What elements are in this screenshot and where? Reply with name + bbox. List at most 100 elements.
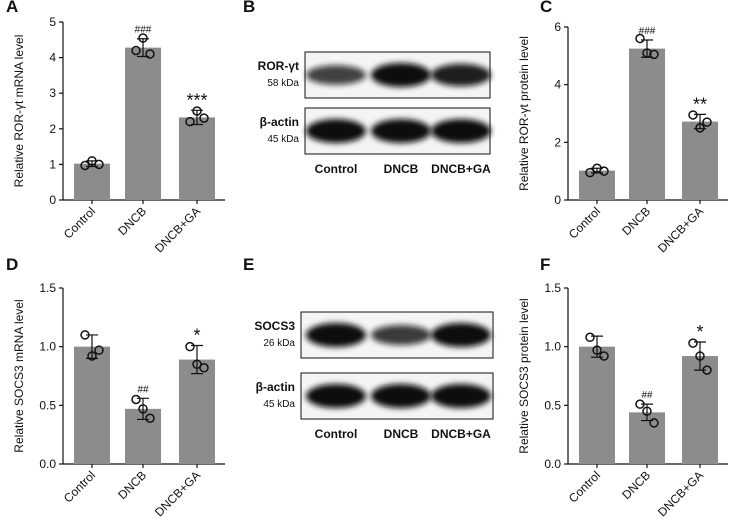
panel-label: F [540,255,550,274]
lane-label: DNCB+GA [431,427,491,441]
significance: ## [641,390,653,401]
y-axis-label: Relative SOCS3 protein level [517,298,531,453]
bar [579,346,615,464]
lane-label: DNCB [384,162,419,176]
data-point [702,117,712,127]
x-tick-label: DNCB+GA [152,204,203,255]
data-point [635,33,645,44]
y-tick-label: 4 [49,51,56,65]
significance: ## [137,384,149,395]
bar [682,356,718,464]
significance: * [696,322,703,342]
data-point [94,159,104,170]
bar [579,170,615,200]
data-point [138,404,148,414]
y-tick-label: 2 [49,122,56,136]
blot-band [371,63,431,87]
data-point [131,45,141,56]
bar [179,117,215,200]
x-tick-label: DNCB [619,204,653,238]
significance: ### [135,25,152,36]
bar [682,121,718,200]
y-tick-label: 0.0 [39,457,56,471]
data-point [80,160,90,171]
x-tick-label: DNCB [115,204,149,238]
data-point [192,106,202,116]
data-point [185,116,195,127]
data-point [695,351,705,361]
bar [125,47,161,200]
band-label: ROR-γt [258,59,299,73]
band-label: β-actin [260,115,299,129]
data-point [592,345,602,355]
blot-band [431,323,491,347]
panel-label: B [243,0,255,16]
data-point [585,332,595,343]
blot-band [431,384,491,408]
blot-band [371,384,431,408]
data-point [688,110,698,120]
x-tick-label: DNCB [619,468,653,502]
blot-band [306,323,366,347]
lane-label: Control [315,427,358,441]
y-axis-label: Relative SOCS3 mRNA level [12,299,26,452]
y-tick-label: 0 [49,193,56,207]
significance: * [193,325,200,345]
data-point [702,365,712,375]
data-point [649,418,659,428]
significance: ### [639,26,656,37]
band-label: β-actin [256,380,295,394]
band-label: SOCS3 [254,319,295,333]
data-point [199,113,209,123]
x-tick-label: Control [566,468,603,505]
y-tick-label: 2 [554,135,561,149]
panel-label: D [6,255,18,274]
data-point [599,166,609,176]
data-point [585,167,595,178]
error-bar [137,397,149,421]
blot-band [371,325,431,345]
y-tick-label: 0.0 [544,457,561,471]
y-tick-label: 1.0 [39,340,56,354]
panel-label: A [6,0,18,16]
lane-label: DNCB [384,427,419,441]
data-point [138,33,148,43]
data-point [185,341,195,352]
y-tick-label: 1 [49,157,56,171]
data-point [695,123,705,133]
band-size: 45 kDa [267,134,299,145]
band-size: 58 kDa [267,78,299,89]
y-tick-label: 3 [49,86,56,100]
y-axis-label: Relative ROR-γt mRNA level [12,35,26,188]
y-tick-label: 1.5 [39,281,56,295]
y-tick-label: 0.5 [544,398,561,412]
x-tick-label: DNCB+GA [655,468,706,519]
panel-label: C [540,0,552,16]
data-point [131,394,141,405]
data-point [599,351,609,361]
blot-band [431,63,491,87]
x-tick-label: DNCB+GA [655,204,706,255]
lane-label: DNCB+GA [431,162,491,176]
data-point [649,49,659,60]
data-point [199,363,209,373]
data-point [145,413,155,423]
data-point [688,338,698,348]
significance: *** [186,90,207,110]
y-tick-label: 6 [554,20,561,34]
x-tick-label: DNCB [115,468,149,502]
y-tick-label: 0.5 [39,398,56,412]
data-point [642,48,652,58]
panel-label: E [243,255,254,274]
blot-band [306,65,366,85]
data-point [145,49,155,59]
x-tick-label: Control [61,468,98,505]
error-bar [694,341,706,371]
bar [74,346,110,464]
y-tick-label: 0 [554,193,561,207]
data-point [87,351,97,361]
data-point [94,345,104,355]
blot-band [306,384,366,408]
y-tick-label: 5 [49,15,56,29]
